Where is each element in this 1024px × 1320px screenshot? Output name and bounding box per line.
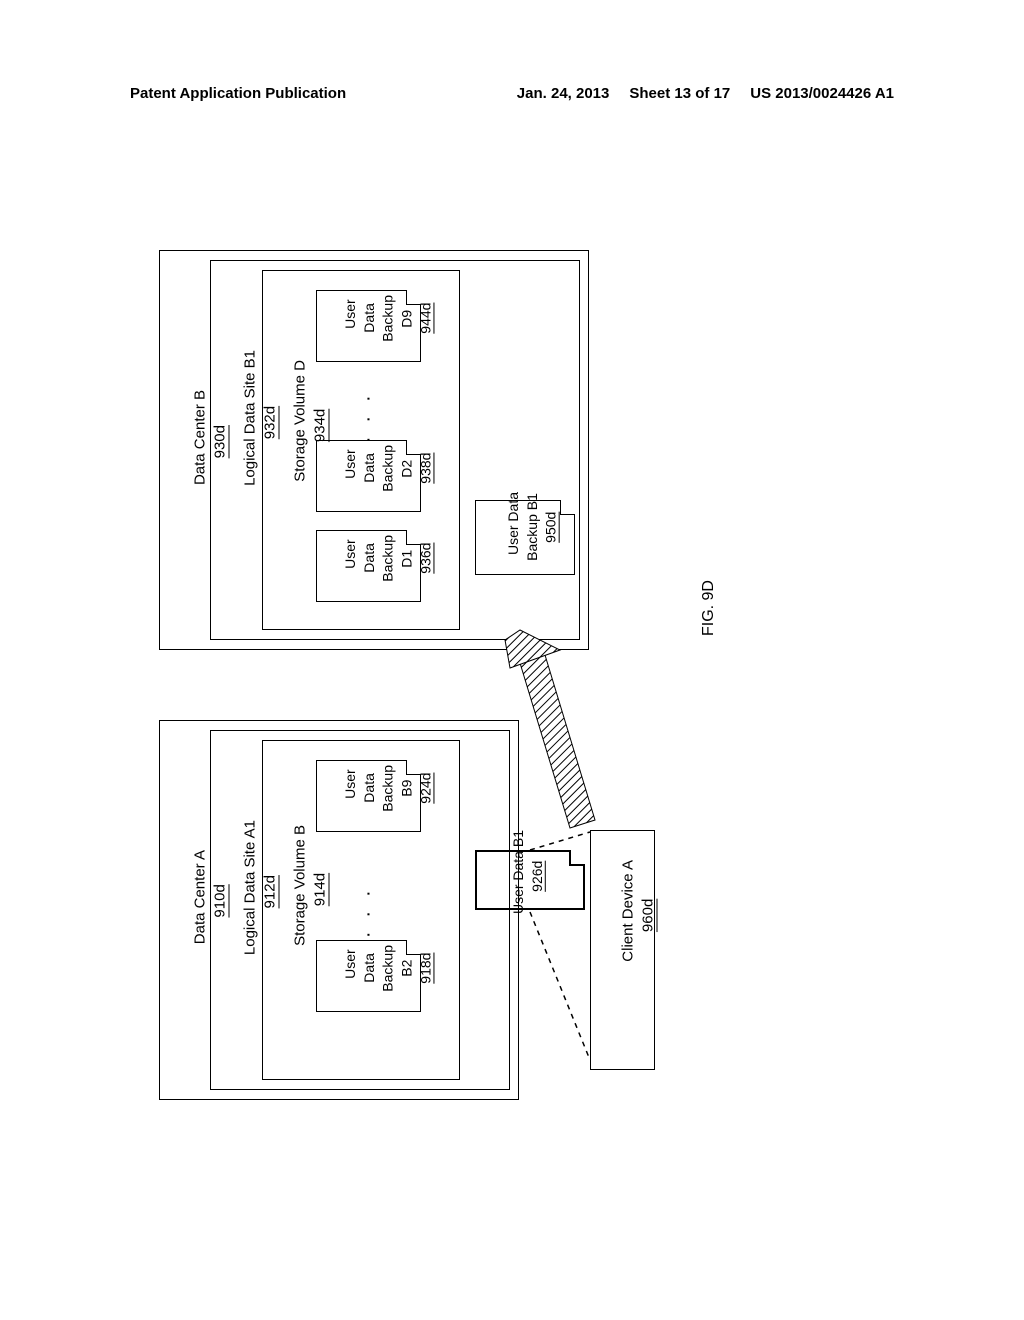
d1-l4: D1: [399, 549, 415, 567]
b2-ref: 918d: [417, 953, 433, 984]
header-left: Patent Application Publication: [130, 85, 346, 102]
d9-l4: D9: [399, 309, 415, 327]
header-right: Jan. 24, 2013 Sheet 13 of 17 US 2013/002…: [517, 85, 894, 102]
user-data-backup-b1-label: User Data Backup B1 950d: [485, 492, 561, 563]
udbb1-t1: User Data: [505, 492, 521, 555]
page-header: Patent Application Publication Jan. 24, …: [0, 85, 1024, 102]
b9-ref: 924d: [417, 773, 433, 804]
d1-l2: Data: [361, 544, 377, 574]
d2-l3: Backup: [380, 445, 396, 492]
d9-l2: Data: [361, 304, 377, 334]
d2-l4: D2: [399, 459, 415, 477]
b2-l1: User: [342, 950, 358, 980]
client-r: 960d: [640, 898, 657, 931]
backup-b9-label: User Data Backup B9 924d: [322, 765, 435, 812]
udbb1-t2: Backup B1: [524, 494, 540, 562]
b9-l2: Data: [361, 774, 377, 804]
d1-l1: User: [342, 540, 358, 570]
sv-b-title: Storage Volume B 914d: [270, 825, 331, 954]
dcb-t: Data Center B: [191, 390, 208, 485]
d2-r: 938d: [417, 453, 433, 484]
svd-t: Storage Volume D: [291, 360, 308, 482]
d9-l3: Backup: [380, 295, 396, 342]
dca-title-text: Data Center A: [191, 850, 208, 944]
backup-d9-label: User Data Backup D9 944d: [322, 295, 435, 342]
b9-l4: B9: [399, 780, 415, 797]
udbb1-r: 950d: [543, 512, 559, 543]
header-pubno: US 2013/0024426 A1: [750, 85, 894, 102]
d9-l1: User: [342, 300, 358, 330]
udb1-t: User Data B1: [510, 830, 526, 914]
client-device-label: Client Device A 960d: [598, 860, 659, 970]
backup-d1-label: User Data Backup D1 936d: [322, 535, 435, 582]
d1-l3: Backup: [380, 535, 396, 582]
svd-r: 934d: [312, 408, 329, 441]
lds-a1-text: Logical Data Site A1: [241, 820, 258, 955]
b9-l1: User: [342, 770, 358, 800]
b2-l4: B2: [399, 960, 415, 977]
thick-arrow-icon: [0, 0, 1024, 1320]
d1-r: 936d: [417, 543, 433, 574]
b2-l3: Backup: [380, 945, 396, 992]
dashed-connectors: [0, 0, 1024, 1320]
d2-l1: User: [342, 450, 358, 480]
sv-b-ref: 914d: [312, 873, 329, 906]
ldsb1-t: Logical Data Site B1: [241, 350, 258, 486]
header-date: Jan. 24, 2013: [517, 85, 610, 102]
d2-l2: Data: [361, 454, 377, 484]
b2-l2: Data: [361, 954, 377, 984]
figure-label: FIG. 9D: [700, 580, 718, 636]
client-t: Client Device A: [619, 860, 636, 962]
udb1-r: 926d: [529, 860, 545, 891]
ellipsis-d: · · ·: [360, 390, 376, 442]
backup-b2-label: User Data Backup B2 918d: [322, 945, 435, 992]
sv-b-text: Storage Volume B: [291, 825, 308, 946]
d9-r: 944d: [417, 303, 433, 334]
header-sheet: Sheet 13 of 17: [629, 85, 730, 102]
user-data-b1-label: User Data B1 926d: [490, 830, 547, 922]
b9-l3: Backup: [380, 765, 396, 812]
backup-d2-label: User Data Backup D2 938d: [322, 445, 435, 492]
ellipsis-a: · · ·: [360, 885, 376, 937]
